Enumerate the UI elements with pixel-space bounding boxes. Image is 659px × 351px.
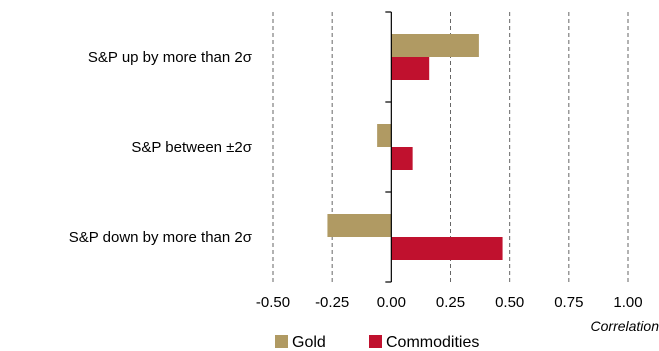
legend: Gold Commodities <box>275 334 479 351</box>
bar-gold-0 <box>391 34 479 57</box>
category-label-1: S&P between ±2σ <box>131 139 252 156</box>
bar-commodities-0 <box>391 57 430 80</box>
bar-commodities-1 <box>391 147 413 170</box>
x-tick-label-6: 1.00 <box>613 294 642 311</box>
x-axis-title: Correlation <box>591 318 659 334</box>
category-label-2: S&P down by more than 2σ <box>69 229 253 246</box>
bar-gold-1 <box>377 124 392 147</box>
bars <box>327 34 503 260</box>
legend-swatch-1 <box>369 335 382 348</box>
category-label-0: S&P up by more than 2σ <box>88 49 253 66</box>
x-tick-label-5: 0.75 <box>554 294 583 311</box>
legend-swatch-0 <box>275 335 288 348</box>
bar-commodities-2 <box>391 237 503 260</box>
bar-gold-2 <box>327 214 392 237</box>
x-tick-label-3: 0.25 <box>436 294 465 311</box>
x-tick-label-4: 0.50 <box>495 294 524 311</box>
x-tick-label-0: -0.50 <box>256 294 290 311</box>
x-tick-label-1: -0.25 <box>315 294 349 311</box>
legend-label-0: Gold <box>292 334 326 351</box>
x-tick-label-2: 0.00 <box>377 294 406 311</box>
x-tick-labels: -0.50 -0.25 0.00 0.25 0.50 0.75 1.00 <box>256 294 643 311</box>
legend-label-1: Commodities <box>386 334 479 351</box>
category-labels: S&P up by more than 2σ S&P between ±2σ S&P… <box>69 49 253 246</box>
y-axis <box>385 11 392 283</box>
